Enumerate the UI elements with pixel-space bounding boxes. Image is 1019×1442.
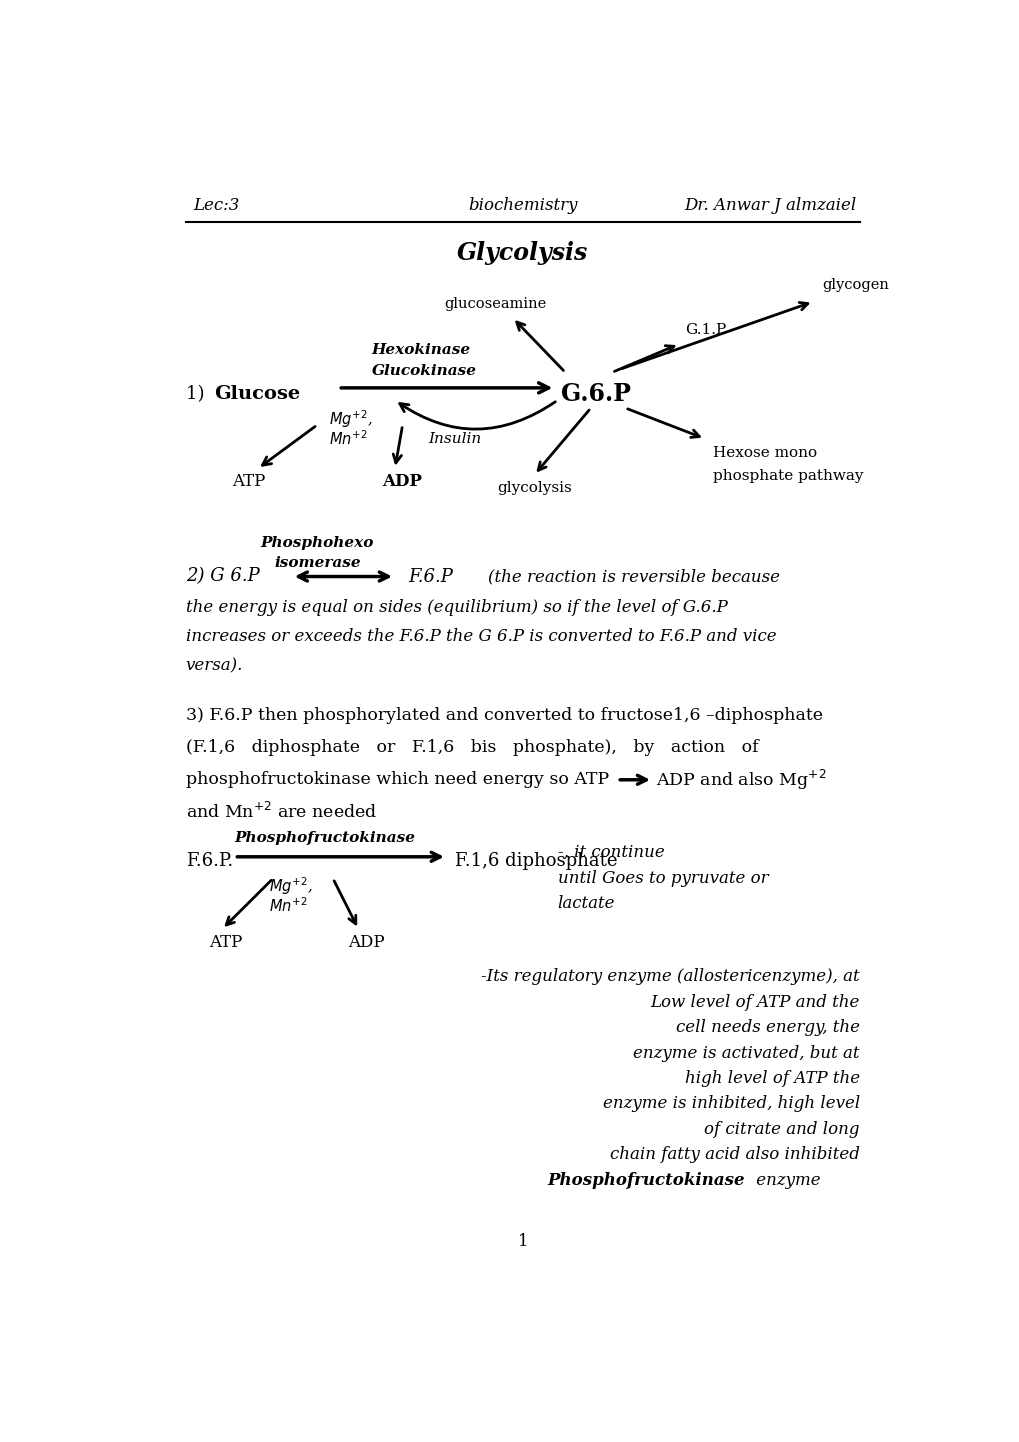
Text: enzyme is activated, but at: enzyme is activated, but at	[633, 1044, 859, 1061]
Text: Glucose: Glucose	[214, 385, 301, 402]
Text: ADP: ADP	[381, 473, 421, 489]
Text: biochemistry: biochemistry	[468, 198, 577, 213]
Text: $Mn^{+2}$: $Mn^{+2}$	[329, 430, 367, 448]
Text: Glycolysis: Glycolysis	[457, 241, 588, 265]
Text: 1): 1)	[185, 385, 210, 402]
Text: glucoseamine: glucoseamine	[444, 297, 546, 311]
Text: Dr. Anwar J almzaiel: Dr. Anwar J almzaiel	[683, 198, 855, 213]
Text: high level of ATP the: high level of ATP the	[684, 1070, 859, 1087]
Text: phosphofructokinase which need energy so ATP: phosphofructokinase which need energy so…	[185, 771, 608, 789]
Text: cell needs energy, the: cell needs energy, the	[676, 1019, 859, 1037]
Text: Hexokinase: Hexokinase	[371, 343, 471, 358]
Text: G.6.P: G.6.P	[560, 382, 631, 407]
Text: isomerase: isomerase	[274, 555, 361, 570]
Text: and Mn$^{+2}$ are needed: and Mn$^{+2}$ are needed	[185, 802, 377, 822]
Text: $Mg^{+2}$,: $Mg^{+2}$,	[268, 875, 312, 897]
Text: Phosphofructokinase: Phosphofructokinase	[547, 1172, 745, 1188]
Text: of citrate and long: of citrate and long	[704, 1120, 859, 1138]
Text: glycolysis: glycolysis	[496, 482, 572, 495]
Text: ADP: ADP	[348, 934, 384, 950]
Text: increases or exceeds the F.6.P the G 6.P is converted to F.6.P and vice: increases or exceeds the F.6.P the G 6.P…	[185, 629, 775, 645]
Text: phosphate pathway: phosphate pathway	[712, 469, 862, 483]
Text: Insulin: Insulin	[428, 431, 481, 446]
Text: F.1,6 diphosphate: F.1,6 diphosphate	[454, 852, 616, 871]
Text: the energy is equal on sides (equilibrium) so if the level of G.6.P: the energy is equal on sides (equilibriu…	[185, 598, 727, 616]
Text: G.1.P: G.1.P	[685, 323, 727, 337]
Text: F.6.P: F.6.P	[408, 568, 452, 585]
Text: Low level of ATP and the: Low level of ATP and the	[650, 994, 859, 1011]
Text: enzyme: enzyme	[751, 1172, 820, 1188]
Text: 3) F.6.P then phosphorylated and converted to fructose1,6 –diphosphate: 3) F.6.P then phosphorylated and convert…	[185, 707, 821, 724]
Text: ATP: ATP	[232, 473, 265, 489]
Text: 2) G 6.P: 2) G 6.P	[185, 568, 259, 585]
Text: versa).: versa).	[185, 658, 243, 675]
Text: 1: 1	[517, 1233, 528, 1250]
Text: Phosphofructokinase: Phosphofructokinase	[234, 832, 415, 845]
Text: lactate: lactate	[557, 895, 614, 913]
Text: Hexose mono: Hexose mono	[712, 446, 816, 460]
Text: -Its regulatory enzyme (allostericenzyme), at: -Its regulatory enzyme (allostericenzyme…	[481, 969, 859, 985]
Text: until Goes to pyruvate or: until Goes to pyruvate or	[557, 870, 767, 887]
Text: Glucokinase: Glucokinase	[371, 363, 476, 378]
Text: Lec:3: Lec:3	[194, 198, 239, 213]
Text: -, it continue: -, it continue	[557, 844, 663, 861]
Text: ADP and also Mg$^{+2}$: ADP and also Mg$^{+2}$	[655, 767, 825, 792]
Text: $Mg^{+2}$,: $Mg^{+2}$,	[329, 408, 372, 430]
Text: $Mn^{+2}$: $Mn^{+2}$	[268, 895, 307, 914]
Text: (F.1,6   diphosphate   or   F.1,6   bis   phosphate),   by   action   of: (F.1,6 diphosphate or F.1,6 bis phosphat…	[185, 738, 757, 756]
Text: Phosphohexo: Phosphohexo	[261, 535, 374, 549]
Text: (the reaction is reversible because: (the reaction is reversible because	[487, 568, 780, 585]
Text: chain fatty acid also inhibited: chain fatty acid also inhibited	[609, 1146, 859, 1164]
Text: enzyme is inhibited, high level: enzyme is inhibited, high level	[602, 1096, 859, 1112]
Text: F.6.P.: F.6.P.	[185, 852, 232, 871]
Text: glycogen: glycogen	[822, 278, 889, 293]
Text: ATP: ATP	[209, 934, 243, 950]
